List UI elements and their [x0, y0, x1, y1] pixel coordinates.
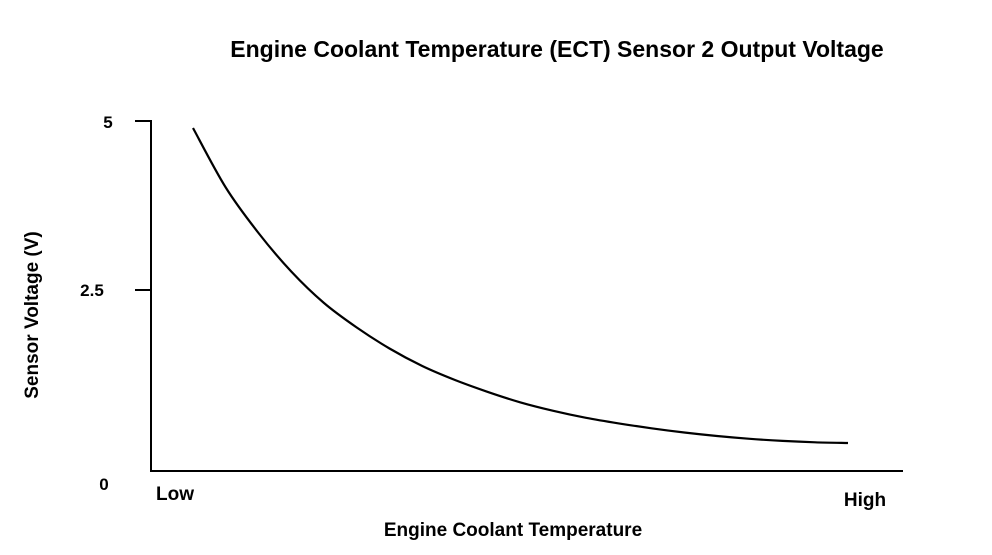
axes: [135, 120, 903, 472]
y-tick-label-0: 0: [99, 475, 108, 494]
series-line-0: [192, 127, 849, 445]
y-axis-title: Sensor Voltage (V): [22, 231, 43, 399]
series-layer: [192, 127, 849, 445]
y-tick-label-5: 5: [103, 113, 112, 132]
x-tick-label-high: High: [844, 490, 886, 511]
x-tick-label-low: Low: [156, 484, 194, 505]
x-axis-title: Engine Coolant Temperature: [384, 520, 642, 541]
y-tick-label-2-5: 2.5: [80, 281, 104, 300]
chart-title: Engine Coolant Temperature (ECT) Sensor …: [230, 36, 883, 62]
